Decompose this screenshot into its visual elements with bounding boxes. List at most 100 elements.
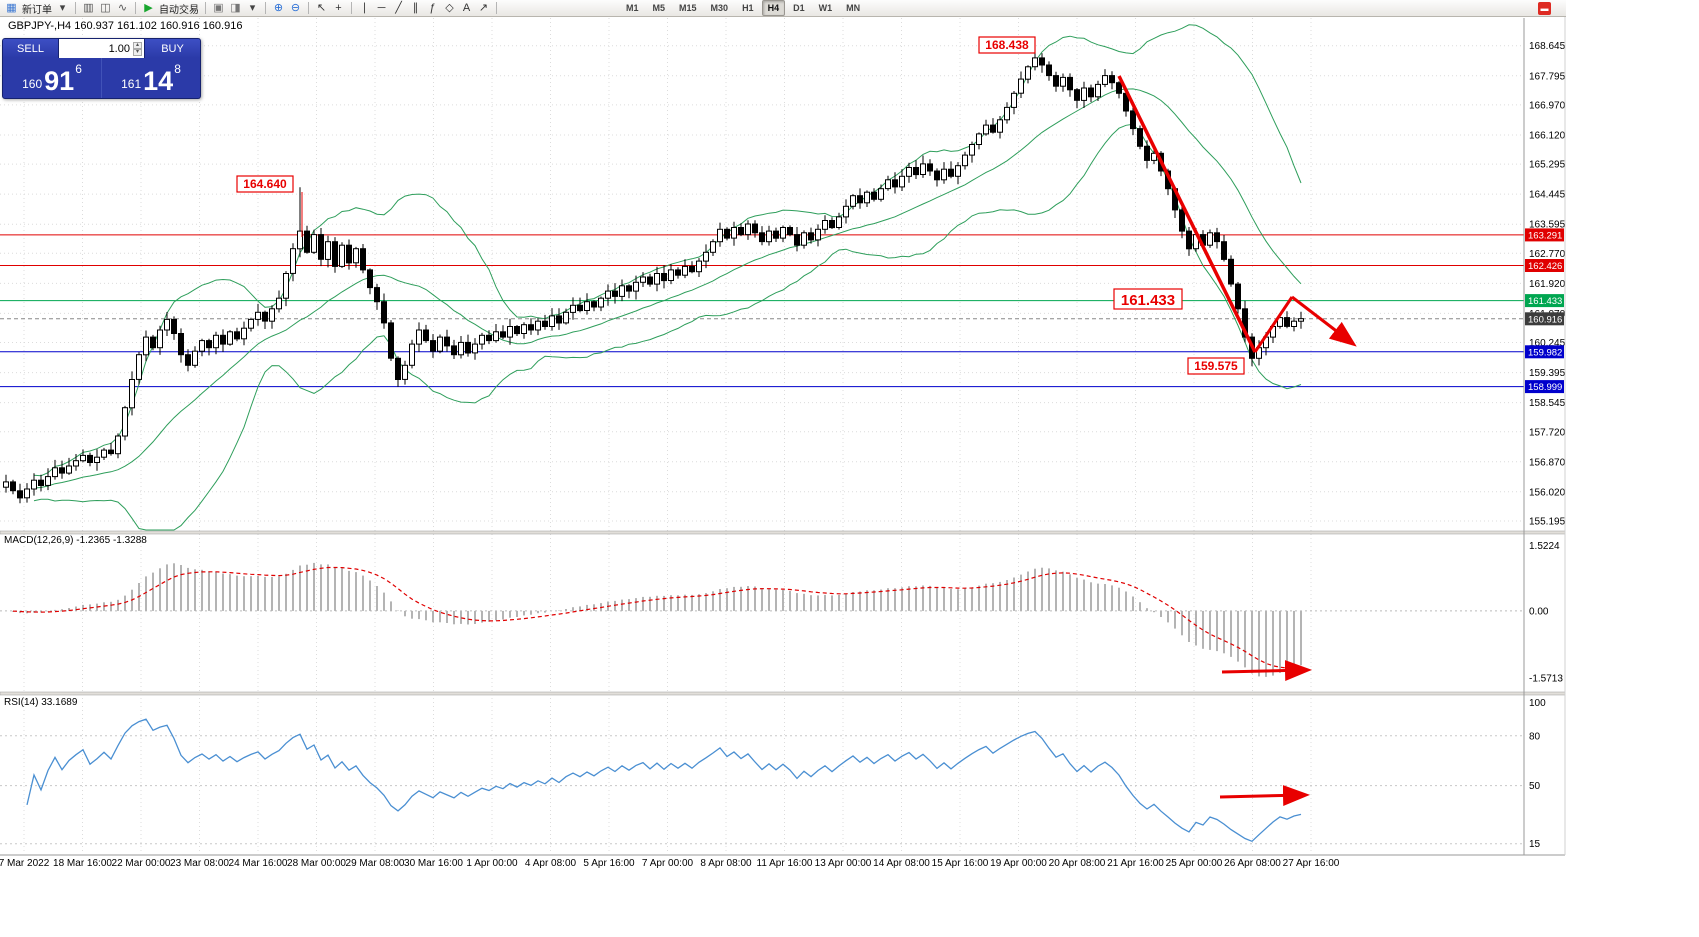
- price-annotation-box[interactable]: [1187, 357, 1245, 375]
- auto-trading-label[interactable]: 自动交易: [159, 4, 199, 16]
- bar-chart-icon[interactable]: ▥: [83, 1, 94, 14]
- candle: [213, 334, 219, 349]
- vertical-line-icon[interactable]: ∣: [361, 1, 368, 14]
- buy-price[interactable]: 161 14 8: [101, 58, 200, 98]
- candle: [1284, 317, 1290, 327]
- candlestick-chart-icon[interactable]: ◫: [100, 1, 111, 14]
- candle: [367, 269, 373, 289]
- sell-button[interactable]: SELL: [3, 39, 59, 58]
- line-chart-icon[interactable]: ∿: [117, 1, 128, 14]
- candle: [1214, 232, 1220, 243]
- sell-price[interactable]: 160 91 6: [3, 58, 101, 98]
- shapes-icon[interactable]: ◇: [445, 1, 454, 14]
- timeframe-d1[interactable]: D1: [793, 3, 805, 13]
- bollinger-middle-band[interactable]: [33, 88, 1302, 489]
- candle: [1137, 128, 1143, 147]
- pane-separator[interactable]: [0, 530, 1566, 535]
- candle: [192, 350, 198, 366]
- candle: [689, 265, 695, 273]
- candle: [94, 456, 100, 464]
- candle: [1004, 106, 1010, 121]
- trend-arrow[interactable]: [1291, 295, 1357, 347]
- timeframe-w1[interactable]: W1: [818, 3, 833, 13]
- pane-separator[interactable]: [0, 691, 1566, 696]
- timeframe-m15[interactable]: M15: [679, 3, 697, 13]
- macd-signal-line[interactable]: [12, 566, 1302, 669]
- candle: [31, 479, 37, 490]
- price-axis-label: 156.870: [1529, 457, 1566, 468]
- timeframe-m5[interactable]: M5: [652, 3, 666, 13]
- candle: [521, 324, 527, 335]
- channel-icon[interactable]: ∥: [412, 1, 419, 14]
- candle: [920, 163, 926, 175]
- candle: [598, 297, 604, 308]
- price-tag-text: 163.291: [1528, 230, 1562, 241]
- zoom-in-icon[interactable]: ⊕: [273, 1, 284, 14]
- candle: [423, 329, 429, 342]
- terminal-icon[interactable]: ▦: [6, 1, 17, 14]
- arrows-tool-icon[interactable]: ↗: [478, 1, 489, 14]
- candle: [395, 357, 401, 380]
- candle: [73, 460, 79, 467]
- buy-price-big: 14: [143, 66, 174, 96]
- new-order-label[interactable]: 新订单: [22, 4, 52, 16]
- price-annotation-box[interactable]: [978, 36, 1036, 54]
- trend-arrow[interactable]: [1253, 296, 1294, 353]
- candle: [1116, 82, 1122, 94]
- price-axis-label: 159.395: [1529, 368, 1566, 379]
- red-badge-icon[interactable]: ▬: [1538, 2, 1551, 15]
- trend-arrow[interactable]: [1117, 75, 1257, 353]
- cursor-icon[interactable]: ↖: [316, 1, 327, 14]
- time-axis-label: 5 Apr 16:00: [583, 858, 635, 869]
- time-axis-label: 28 Mar 00:00: [287, 858, 346, 869]
- timeframe-m1[interactable]: M1: [626, 3, 639, 13]
- candle: [829, 220, 835, 229]
- volume-stepper[interactable]: 1.00 ▴ ▾: [59, 39, 144, 58]
- candle: [878, 188, 884, 200]
- timeframe-group: M1 M5 M15 M30 H1 H4 D1 W1 MN: [619, 0, 867, 16]
- candle: [507, 326, 513, 338]
- candle: [220, 334, 226, 345]
- fibonacci-icon[interactable]: ƒ: [429, 1, 436, 14]
- time-axis-label: 22 Mar 00:00: [112, 858, 171, 869]
- trend-arrow[interactable]: [1219, 785, 1310, 806]
- timeframe-mn[interactable]: MN: [846, 3, 861, 13]
- timeframe-m30[interactable]: M30: [710, 3, 729, 13]
- new-chart-icon[interactable]: ▣: [213, 1, 224, 14]
- bollinger-lower-band[interactable]: [33, 123, 1302, 531]
- crosshair-icon[interactable]: +: [335, 1, 342, 14]
- auto-trading-icon[interactable]: ▶: [144, 1, 153, 14]
- rsi-line[interactable]: [26, 718, 1302, 843]
- profiles-dropdown-icon[interactable]: ▾: [249, 1, 256, 14]
- candle: [1102, 75, 1108, 85]
- price-annotation-box[interactable]: [1113, 288, 1183, 310]
- toolbar-separator: [308, 2, 309, 14]
- candle: [178, 333, 184, 356]
- timeframe-h1[interactable]: H1: [742, 3, 754, 13]
- candle: [374, 287, 380, 303]
- zoom-out-icon[interactable]: ⊖: [290, 1, 301, 14]
- candle: [1207, 232, 1213, 246]
- time-axis-label: 19 Apr 00:00: [990, 858, 1047, 869]
- trendline-icon[interactable]: ╱: [395, 1, 402, 14]
- new-order-dropdown-icon[interactable]: ▾: [59, 1, 66, 14]
- trend-arrow[interactable]: [1221, 660, 1312, 681]
- volume-up-icon[interactable]: ▴: [132, 41, 142, 49]
- candle: [1109, 75, 1115, 84]
- time-axis-label: 13 Apr 00:00: [815, 858, 872, 869]
- bollinger-upper-band[interactable]: [33, 24, 1302, 477]
- candle: [738, 227, 744, 236]
- buy-button[interactable]: BUY: [144, 39, 200, 58]
- text-tool-icon[interactable]: A: [462, 1, 471, 14]
- candle: [948, 168, 954, 177]
- candle: [528, 324, 534, 331]
- candle: [472, 343, 478, 354]
- volume-down-icon[interactable]: ▾: [132, 48, 142, 56]
- horizontal-line-icon[interactable]: ─: [377, 1, 386, 14]
- timeframe-h4[interactable]: H4: [761, 0, 786, 16]
- price-annotation-box[interactable]: [236, 175, 294, 193]
- price-axis-label: 161.920: [1529, 279, 1566, 290]
- profiles-icon[interactable]: ◨: [230, 1, 241, 14]
- candle: [241, 327, 247, 340]
